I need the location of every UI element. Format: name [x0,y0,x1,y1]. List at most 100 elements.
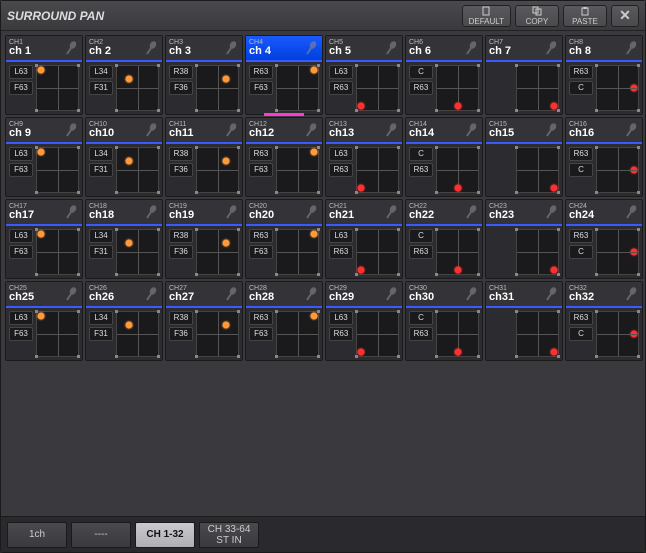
channel-header[interactable]: CH31ch31 [486,282,562,306]
pan-dot[interactable] [126,240,133,247]
pan-dot[interactable] [454,348,461,355]
channel-cell[interactable]: CH9ch 9L63F63 [5,117,83,197]
pan-box[interactable] [196,311,239,357]
view-blank-button[interactable]: ---- [71,522,131,548]
pan-box[interactable] [596,311,639,357]
channel-header[interactable]: CH23ch23 [486,200,562,224]
channel-header[interactable]: CH15ch15 [486,118,562,142]
pan-box[interactable] [356,229,399,275]
channel-cell[interactable]: CH15ch15 [485,117,563,197]
pan-dot[interactable] [310,313,317,320]
pan-box[interactable] [516,147,559,193]
channel-cell[interactable]: CH6ch 6CR63 [405,35,483,115]
channel-cell[interactable]: CH20ch20R63F63 [245,199,323,279]
pan-box[interactable] [276,311,319,357]
pan-box[interactable] [436,229,479,275]
pan-dot[interactable] [222,322,229,329]
channel-header[interactable]: CH10ch10 [86,118,162,142]
channel-header[interactable]: CH21ch21 [326,200,402,224]
channel-cell[interactable]: CH4ch 4R63F63 [245,35,323,115]
pan-dot[interactable] [630,249,637,256]
pan-dot[interactable] [454,102,461,109]
channel-cell[interactable]: CH13ch13L63R63 [325,117,403,197]
pan-dot[interactable] [550,184,557,191]
pan-box[interactable] [436,147,479,193]
channel-cell[interactable]: CH5ch 5L63R63 [325,35,403,115]
channel-header[interactable]: CH29ch29 [326,282,402,306]
pan-dot[interactable] [550,102,557,109]
channel-header[interactable]: CH25ch25 [6,282,82,306]
pan-box[interactable] [196,229,239,275]
channel-header[interactable]: CH24ch24 [566,200,642,224]
pan-dot[interactable] [126,322,133,329]
channel-cell[interactable]: CH8ch 8R63C [565,35,643,115]
channel-cell[interactable]: CH18ch18L34F31 [85,199,163,279]
pan-box[interactable] [596,147,639,193]
channel-cell[interactable]: CH32ch32R63C [565,281,643,361]
pan-box[interactable] [116,147,159,193]
channel-cell[interactable]: CH14ch14CR63 [405,117,483,197]
pan-box[interactable] [36,65,79,111]
paste-button[interactable]: PASTE [563,5,607,27]
pan-dot[interactable] [454,184,461,191]
channel-header[interactable]: CH1ch 1 [6,36,82,60]
pan-dot[interactable] [358,102,365,109]
pan-dot[interactable] [310,231,317,238]
pan-box[interactable] [116,65,159,111]
pan-box[interactable] [596,65,639,111]
pan-box[interactable] [516,229,559,275]
channel-header[interactable]: CH7ch 7 [486,36,562,60]
pan-dot[interactable] [630,85,637,92]
channel-header[interactable]: CH26ch26 [86,282,162,306]
pan-dot[interactable] [550,266,557,273]
channel-header[interactable]: CH3ch 3 [166,36,242,60]
channel-header[interactable]: CH27ch27 [166,282,242,306]
channel-cell[interactable]: CH25ch25L63F63 [5,281,83,361]
pan-dot[interactable] [310,67,317,74]
pan-box[interactable] [436,65,479,111]
pan-box[interactable] [356,147,399,193]
pan-box[interactable] [116,229,159,275]
channel-header[interactable]: CH17ch17 [6,200,82,224]
channel-header[interactable]: CH5ch 5 [326,36,402,60]
channel-cell[interactable]: CH31ch31 [485,281,563,361]
pan-dot[interactable] [454,266,461,273]
channel-cell[interactable]: CH27ch27R38F36 [165,281,243,361]
view-1ch-button[interactable]: 1ch [7,522,67,548]
channel-header[interactable]: CH28ch28 [246,282,322,306]
channel-header[interactable]: CH2ch 2 [86,36,162,60]
channel-header[interactable]: CH19ch19 [166,200,242,224]
pan-dot[interactable] [38,149,45,156]
pan-box[interactable] [596,229,639,275]
channel-header[interactable]: CH9ch 9 [6,118,82,142]
pan-dot[interactable] [310,149,317,156]
channel-cell[interactable]: CH7ch 7 [485,35,563,115]
channel-cell[interactable]: CH1ch 1L63F63 [5,35,83,115]
channel-cell[interactable]: CH19ch19R38F36 [165,199,243,279]
pan-box[interactable] [196,147,239,193]
channel-cell[interactable]: CH28ch28R63F63 [245,281,323,361]
channel-cell[interactable]: CH22ch22CR63 [405,199,483,279]
channel-cell[interactable]: CH3ch 3R38F36 [165,35,243,115]
view-ch33-64-button[interactable]: CH 33-64ST IN [199,522,259,548]
pan-box[interactable] [36,229,79,275]
pan-dot[interactable] [126,76,133,83]
channel-header[interactable]: CH14ch14 [406,118,482,142]
pan-box[interactable] [276,65,319,111]
channel-header[interactable]: CH16ch16 [566,118,642,142]
channel-header[interactable]: CH8ch 8 [566,36,642,60]
channel-cell[interactable]: CH26ch26L34F31 [85,281,163,361]
channel-cell[interactable]: CH12ch12R63F63 [245,117,323,197]
channel-cell[interactable]: CH11ch11R38F36 [165,117,243,197]
pan-dot[interactable] [550,348,557,355]
pan-box[interactable] [36,147,79,193]
pan-box[interactable] [196,65,239,111]
channel-header[interactable]: CH12ch12 [246,118,322,142]
pan-dot[interactable] [358,348,365,355]
channel-cell[interactable]: CH2ch 2L34F31 [85,35,163,115]
channel-header[interactable]: CH11ch11 [166,118,242,142]
channel-cell[interactable]: CH21ch21L63R63 [325,199,403,279]
channel-cell[interactable]: CH16ch16R63C [565,117,643,197]
channel-header[interactable]: CH30ch30 [406,282,482,306]
channel-header[interactable]: CH6ch 6 [406,36,482,60]
